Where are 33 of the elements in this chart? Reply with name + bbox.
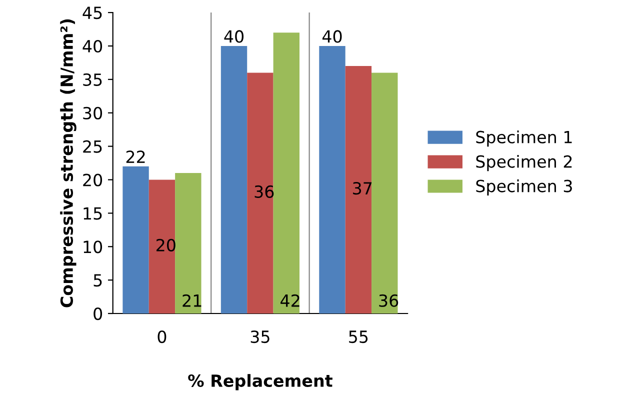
x-axis-title: % Replacement (188, 374, 332, 390)
legend-label: Specimen 3 (476, 179, 572, 196)
x-tick-label: 35 (250, 330, 270, 344)
y-tick-label: 20 (83, 174, 102, 186)
bar (122, 166, 149, 314)
y-tick-label: 25 (83, 140, 102, 153)
data-label: 40 (224, 30, 244, 43)
bar (319, 46, 346, 314)
y-tick-label: 45 (82, 6, 102, 20)
bar (273, 32, 300, 314)
bar (372, 72, 398, 314)
bar (175, 173, 202, 314)
data-label: 22 (126, 150, 145, 163)
legend-label: Specimen 1 (476, 130, 572, 147)
data-label: 42 (280, 294, 300, 307)
data-label: 21 (182, 294, 202, 307)
y-tick-label: 30 (83, 106, 102, 120)
x-tick-label: 55 (349, 330, 368, 344)
y-tick-label: 5 (94, 274, 102, 287)
bar (345, 66, 372, 314)
y-tick-label: 35 (83, 73, 102, 86)
data-label: 37 (353, 182, 372, 195)
bar (247, 72, 274, 314)
y-tick-label: 0 (94, 307, 102, 320)
y-tick-label: 10 (84, 240, 102, 254)
y-tick-label: 15 (84, 207, 102, 220)
data-label: 40 (322, 30, 342, 43)
bar (148, 180, 176, 314)
y-axis-title: Compressive strength (N/mm²) (60, 19, 76, 308)
x-tick-label: 0 (158, 330, 166, 344)
y-tick-label: 40 (82, 40, 102, 53)
legend-label: Specimen 2 (476, 154, 572, 172)
bar (220, 46, 248, 314)
